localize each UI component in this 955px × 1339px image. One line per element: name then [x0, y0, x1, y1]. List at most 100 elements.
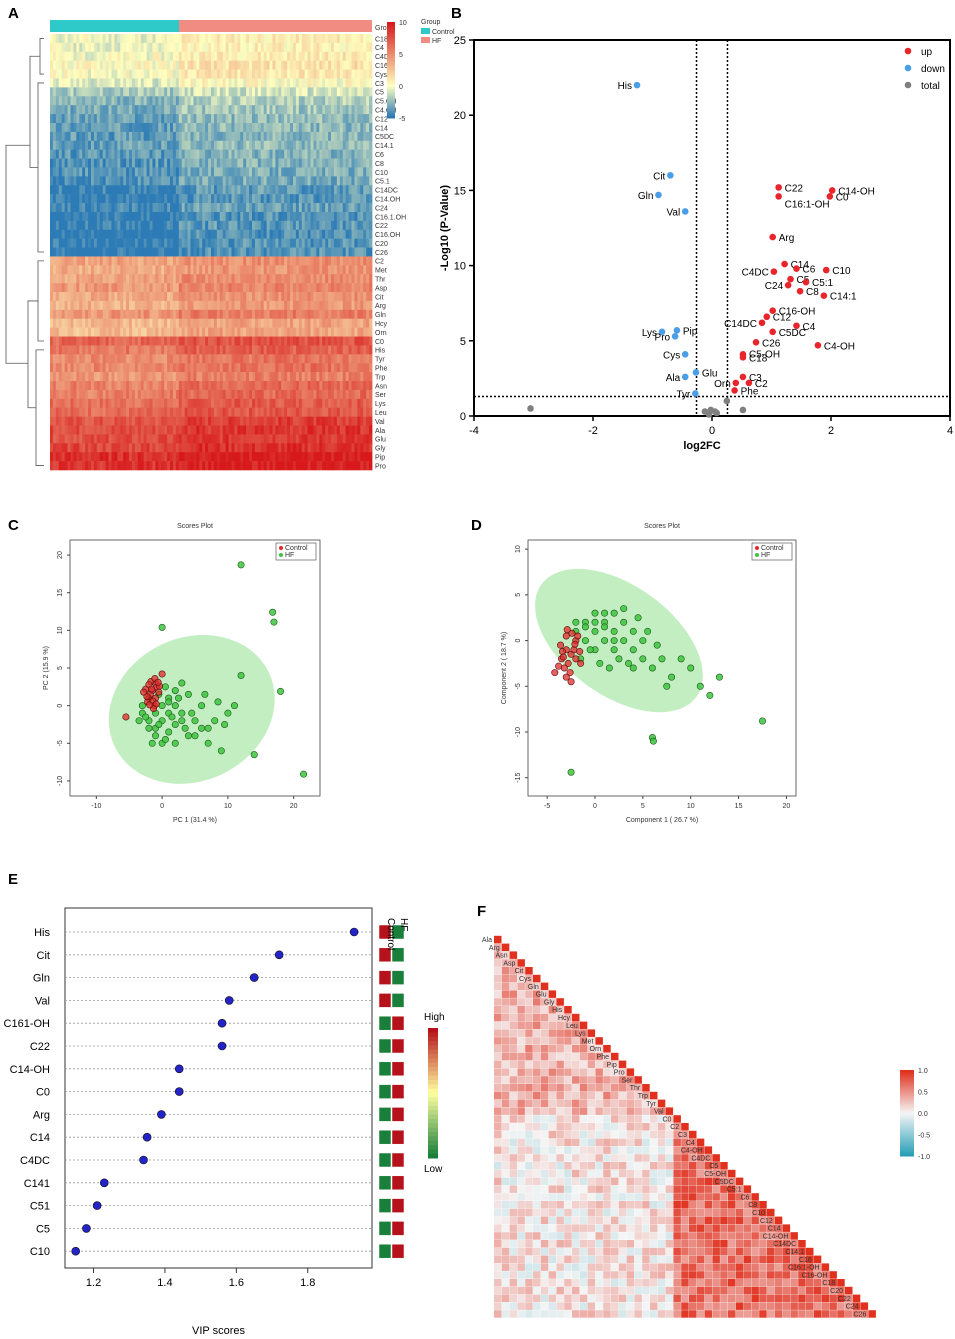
- heatmap-cell: [131, 105, 136, 115]
- heatmap-cell: [366, 105, 370, 115]
- heatmap-cell: [295, 354, 300, 364]
- heatmap-cell: [202, 372, 206, 382]
- heatmap-cell: [114, 185, 118, 195]
- heatmap-cell: [120, 345, 124, 355]
- heatmap-cell: [213, 149, 218, 159]
- heatmap-cell: [99, 140, 104, 150]
- heatmap-cell: [131, 283, 136, 293]
- heatmap-cell: [260, 363, 265, 373]
- heatmap-cell: [360, 345, 364, 355]
- heatmap-cell: [249, 122, 253, 133]
- heatmap-cell: [96, 300, 101, 311]
- heatmap-cell: [181, 398, 186, 409]
- heatmap-cell: [266, 381, 270, 391]
- heatmap-cell: [79, 42, 83, 53]
- heatmap-cell: [181, 300, 186, 311]
- heatmap-cell: [231, 363, 235, 373]
- heatmap-cell: [99, 354, 104, 364]
- heatmap-cell: [152, 398, 156, 409]
- heatmap-cell: [363, 318, 367, 328]
- heatmap-cell: [231, 42, 235, 53]
- heatmap-cell: [105, 381, 109, 391]
- heatmap-cell: [216, 300, 221, 311]
- heatmap-cell: [281, 211, 285, 222]
- heatmap-cell: [67, 34, 71, 44]
- heatmap-cell: [328, 60, 332, 70]
- heatmap-cell: [64, 389, 68, 400]
- heatmap-cell: [149, 51, 153, 61]
- heatmap-cell: [272, 318, 276, 328]
- heatmap-cell: [187, 34, 191, 44]
- heatmap-cell: [234, 389, 238, 400]
- heatmap-cell: [70, 158, 74, 168]
- heatmap-cell: [366, 354, 370, 364]
- heatmap-cell: [93, 131, 98, 142]
- heatmap-cell: [120, 176, 124, 186]
- heatmap-cell: [167, 283, 171, 293]
- heatmap-cell: [316, 256, 320, 266]
- heatmap-cell: [58, 105, 63, 115]
- heatmap-cell: [170, 345, 174, 355]
- heatmap-cell: [64, 140, 68, 150]
- heatmap-cell: [143, 247, 147, 257]
- heatmap-cell: [275, 238, 279, 248]
- heatmap-cell: [211, 300, 215, 311]
- heatmap-cell: [260, 407, 265, 417]
- heatmap-cell: [76, 327, 80, 337]
- heatmap-cell: [149, 194, 153, 204]
- heatmap-cell: [231, 283, 235, 293]
- heatmap-cell: [178, 318, 183, 328]
- heatmap-cell: [251, 176, 256, 186]
- heatmap-cell: [61, 211, 66, 222]
- heatmap-cell: [129, 327, 133, 337]
- heatmap-cell: [254, 300, 259, 311]
- heatmap-cell: [237, 60, 241, 70]
- heatmap-cell: [307, 185, 311, 195]
- heatmap-cell: [316, 265, 320, 275]
- heatmap-cell: [369, 274, 373, 284]
- heatmap-cell: [222, 140, 227, 150]
- heatmap-cell: [243, 203, 247, 213]
- heatmap-cell: [120, 69, 124, 79]
- heatmap-cell: [348, 220, 352, 231]
- heatmap-cell: [369, 211, 373, 222]
- heatmap-cell: [172, 158, 177, 168]
- heatmap-cell: [208, 425, 212, 435]
- heatmap-cell: [190, 176, 194, 186]
- heatmap-cell: [131, 389, 136, 400]
- heatmap-cell: [196, 51, 200, 61]
- heatmap-cell: [164, 96, 168, 106]
- heatmap-cell: [79, 211, 83, 222]
- heatmap-row-label: C4: [375, 45, 384, 52]
- heatmap-cell: [263, 318, 268, 328]
- heatmap-row-label: Tyr: [375, 357, 385, 364]
- heatmap-cell: [287, 372, 291, 382]
- heatmap-cell: [164, 327, 168, 337]
- heatmap-cell: [67, 398, 71, 409]
- heatmap-cell: [369, 105, 373, 115]
- heatmap-cell: [155, 363, 159, 373]
- heatmap-cell: [266, 238, 270, 248]
- heatmap-cell: [88, 51, 92, 61]
- heatmap-cell: [126, 247, 130, 257]
- heatmap-cell: [310, 372, 314, 382]
- heatmap-cell: [108, 158, 112, 168]
- heatmap-cell: [126, 114, 130, 124]
- heatmap-cell: [82, 140, 86, 150]
- heatmap-cell: [126, 389, 130, 400]
- heatmap-cell: [199, 274, 203, 284]
- heatmap-cell: [246, 300, 250, 311]
- heatmap-cell: [325, 122, 329, 133]
- heatmap-cell: [339, 345, 344, 355]
- heatmap-cell: [272, 194, 276, 204]
- heatmap-cell: [222, 105, 227, 115]
- heatmap-cell: [213, 327, 218, 337]
- heatmap-cell: [222, 114, 227, 124]
- heatmap-cell: [170, 158, 174, 168]
- heatmap-cell: [298, 309, 303, 320]
- heatmap-cell: [301, 185, 306, 195]
- heatmap-cell: [199, 203, 203, 213]
- heatmap-cell: [278, 69, 282, 79]
- heatmap-cell: [228, 389, 232, 400]
- heatmap-cell: [249, 69, 253, 79]
